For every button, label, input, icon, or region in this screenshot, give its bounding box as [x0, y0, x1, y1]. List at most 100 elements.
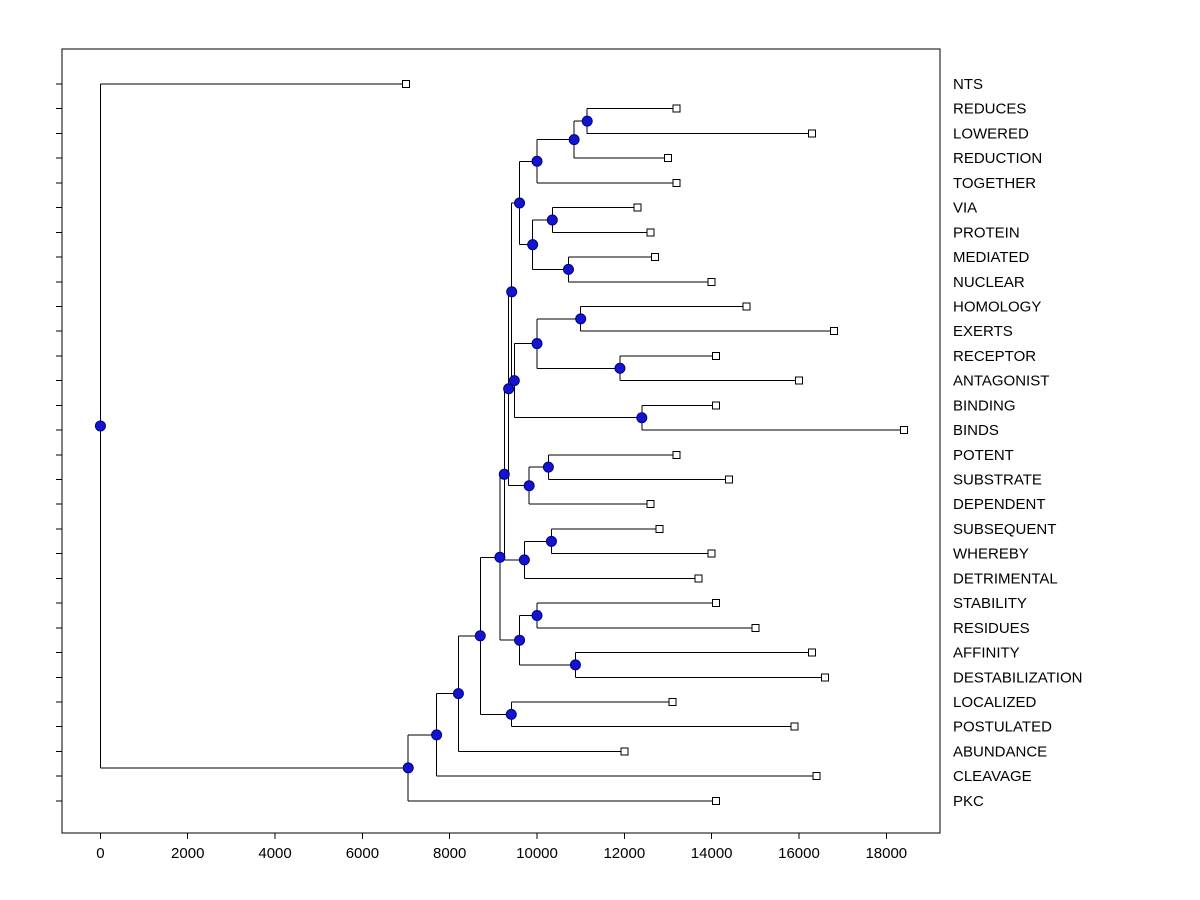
- x-tick-label: 18000: [865, 845, 907, 862]
- cluster-node-marker: [505, 708, 517, 720]
- leaf-marker: [646, 500, 655, 509]
- leaf-label: POTENT: [953, 447, 1014, 464]
- cluster-node-marker: [452, 688, 464, 700]
- cluster-node-marker: [568, 134, 580, 146]
- leaf-marker: [707, 549, 716, 558]
- cluster-node-marker: [575, 313, 587, 325]
- leaf-label: CLEAVAGE: [953, 768, 1032, 785]
- leaf-marker: [655, 524, 664, 533]
- leaf-marker: [821, 673, 830, 682]
- leaf-marker: [899, 426, 908, 435]
- cluster-node-marker: [569, 659, 581, 671]
- leaf-marker: [672, 104, 681, 113]
- leaf-label: PROTEIN: [953, 224, 1020, 241]
- leaf-marker: [672, 178, 681, 187]
- cluster-node-marker: [546, 214, 558, 226]
- leaf-label: STABILITY: [953, 595, 1027, 612]
- leaf-marker: [650, 253, 659, 262]
- leaf-marker: [633, 203, 642, 212]
- leaf-label: BINDING: [953, 397, 1016, 414]
- cluster-node-marker: [531, 155, 543, 167]
- leaf-label: DESTABILIZATION: [953, 669, 1082, 686]
- cluster-node-marker: [508, 375, 520, 387]
- cluster-node-marker: [562, 263, 574, 275]
- x-tick-label: 14000: [691, 845, 733, 862]
- cluster-node-marker: [498, 468, 510, 480]
- leaf-marker: [790, 722, 799, 731]
- x-tick-label: 12000: [603, 845, 645, 862]
- leaf-label: AFFINITY: [953, 645, 1020, 662]
- leaf-marker: [668, 698, 677, 706]
- leaf-marker: [712, 401, 721, 410]
- x-tick-label: 6000: [346, 845, 379, 862]
- leaf-label: NTS: [953, 76, 983, 93]
- leaf-marker: [712, 351, 721, 360]
- leaf-label: RESIDUES: [953, 620, 1030, 637]
- x-tick-label: 0: [96, 845, 104, 862]
- leaf-marker: [742, 302, 751, 311]
- cluster-node-marker: [514, 197, 526, 209]
- leaf-marker: [751, 623, 760, 632]
- cluster-node-marker: [431, 729, 443, 741]
- cluster-node-marker: [503, 383, 515, 395]
- leaf-marker: [808, 648, 817, 657]
- leaf-label: PKC: [953, 793, 984, 810]
- leaf-label: MEDIATED: [953, 249, 1030, 266]
- leaf-label: BINDS: [953, 422, 999, 439]
- leaf-label: DETRIMENTAL: [953, 570, 1058, 587]
- leaf-label: SUBSEQUENT: [953, 521, 1056, 538]
- leaf-marker: [672, 450, 681, 459]
- leaf-label: LOCALIZED: [953, 694, 1037, 711]
- cluster-node-marker: [514, 634, 526, 646]
- leaf-label: REDUCES: [953, 101, 1026, 118]
- leaf-label: HOMOLOGY: [953, 298, 1041, 315]
- leaf-label: WHEREBY: [953, 546, 1029, 563]
- leaf-label: VIA: [953, 200, 977, 217]
- leaf-marker: [402, 80, 411, 88]
- cluster-node-marker: [506, 286, 518, 298]
- cluster-node-marker: [581, 115, 593, 127]
- cluster-node-marker: [545, 535, 557, 547]
- cluster-node-marker: [542, 461, 554, 473]
- leaf-marker: [694, 574, 703, 583]
- leaf-label: ANTAGONIST: [953, 373, 1049, 390]
- leaf-label: LOWERED: [953, 125, 1029, 142]
- plot-area: [61, 48, 941, 834]
- leaf-marker: [620, 747, 629, 756]
- cluster-node-marker: [614, 362, 626, 374]
- cluster-node-marker: [531, 609, 543, 621]
- x-tick-label: 16000: [778, 845, 820, 862]
- leaf-marker: [808, 129, 817, 138]
- leaf-marker: [794, 376, 803, 385]
- leaf-marker: [712, 796, 721, 805]
- cluster-node-marker: [518, 554, 530, 566]
- cluster-node-marker: [527, 239, 539, 251]
- leaf-label: DEPENDENT: [953, 496, 1046, 513]
- cluster-node-marker: [531, 338, 543, 350]
- leaf-label: POSTULATED: [953, 719, 1052, 736]
- leaf-label: RECEPTOR: [953, 348, 1036, 365]
- cluster-node-marker: [402, 762, 414, 774]
- leaf-label: TOGETHER: [953, 175, 1036, 192]
- cluster-node-marker: [94, 420, 106, 432]
- cluster-node-marker: [636, 412, 648, 424]
- x-tick-label: 2000: [171, 845, 204, 862]
- cluster-node-marker: [474, 630, 486, 642]
- leaf-label: REDUCTION: [953, 150, 1042, 167]
- cluster-node-marker: [523, 480, 535, 492]
- leaf-marker: [663, 154, 672, 163]
- leaf-marker: [707, 277, 716, 286]
- leaf-marker: [725, 475, 734, 484]
- leaf-marker: [646, 228, 655, 237]
- x-tick-label: 4000: [258, 845, 291, 862]
- leaf-label: SUBSTRATE: [953, 472, 1042, 489]
- leaf-label: EXERTS: [953, 323, 1013, 340]
- leaf-marker: [712, 599, 721, 608]
- leaf-label: ABUNDANCE: [953, 743, 1047, 760]
- leaf-marker: [829, 327, 838, 336]
- x-tick-label: 8000: [433, 845, 466, 862]
- x-tick-label: 10000: [516, 845, 558, 862]
- leaf-label: NUCLEAR: [953, 274, 1025, 291]
